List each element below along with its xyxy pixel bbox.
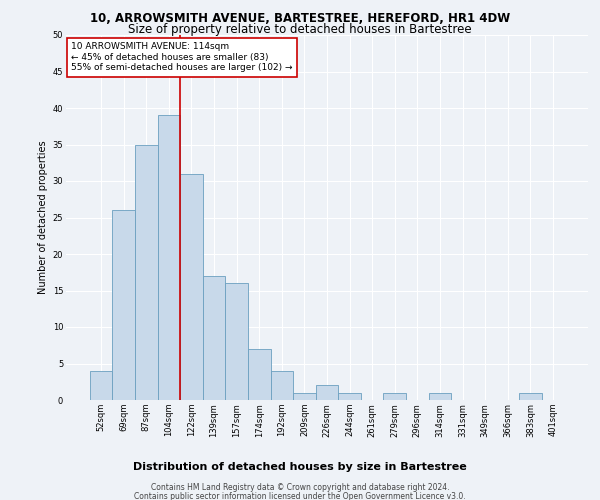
Bar: [112, 210, 135, 400]
Bar: [293, 392, 316, 400]
Bar: [338, 392, 361, 400]
Bar: [226, 283, 248, 400]
Text: Size of property relative to detached houses in Bartestree: Size of property relative to detached ho…: [128, 22, 472, 36]
Bar: [248, 349, 271, 400]
Bar: [428, 392, 451, 400]
Bar: [180, 174, 203, 400]
Text: 10, ARROWSMITH AVENUE, BARTESTREE, HEREFORD, HR1 4DW: 10, ARROWSMITH AVENUE, BARTESTREE, HEREF…: [90, 12, 510, 26]
Bar: [90, 371, 112, 400]
Bar: [271, 371, 293, 400]
Text: Contains public sector information licensed under the Open Government Licence v3: Contains public sector information licen…: [134, 492, 466, 500]
Bar: [203, 276, 226, 400]
Text: 10 ARROWSMITH AVENUE: 114sqm
← 45% of detached houses are smaller (83)
55% of se: 10 ARROWSMITH AVENUE: 114sqm ← 45% of de…: [71, 42, 293, 72]
Y-axis label: Number of detached properties: Number of detached properties: [38, 140, 49, 294]
Bar: [383, 392, 406, 400]
Bar: [519, 392, 542, 400]
Text: Contains HM Land Registry data © Crown copyright and database right 2024.: Contains HM Land Registry data © Crown c…: [151, 484, 449, 492]
Bar: [316, 386, 338, 400]
Text: Distribution of detached houses by size in Bartestree: Distribution of detached houses by size …: [133, 462, 467, 472]
Bar: [135, 144, 158, 400]
Bar: [158, 116, 180, 400]
